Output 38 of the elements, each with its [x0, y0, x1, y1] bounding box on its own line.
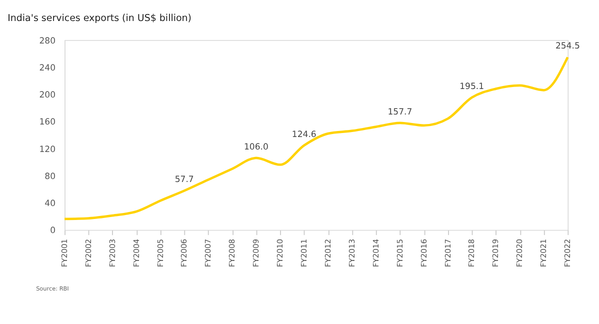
x-tick-label: FY2020: [515, 238, 524, 268]
x-tick-label: FY2017: [443, 238, 452, 268]
x-tick-label: FY2009: [252, 238, 261, 268]
x-tick-label: FY2006: [180, 238, 189, 268]
x-tick-label: FY2011: [300, 238, 309, 268]
x-tick-label: FY2008: [228, 238, 237, 268]
x-tick-label: FY2003: [108, 238, 117, 268]
data-label: 157.7: [388, 107, 412, 118]
x-tick-label: FY2021: [539, 238, 548, 268]
data-label: 106.0: [244, 142, 268, 152]
x-tick-label: FY2013: [347, 238, 356, 268]
y-tick-label: 160: [39, 118, 56, 128]
y-tick-label: 240: [39, 63, 56, 74]
y-tick-label: 80: [44, 172, 56, 182]
y-tick-label: 0: [50, 226, 56, 236]
x-tick-label: FY2005: [156, 238, 165, 268]
x-tick-label: FY2001: [60, 238, 69, 268]
y-tick-label: 120: [39, 144, 56, 155]
x-tick-label: FY2018: [467, 238, 476, 268]
chart-title: India's services exports (in US$ billion): [8, 13, 192, 24]
x-tick-label: FY2007: [204, 238, 213, 268]
x-tick-label: FY2012: [323, 238, 332, 268]
x-tick-label: FY2014: [371, 238, 380, 268]
data-label: 124.6: [292, 130, 316, 140]
y-tick-label: 200: [39, 90, 56, 101]
line-series: [63, 56, 569, 220]
y-tick-label: 40: [44, 199, 56, 210]
x-tick-label: FY2010: [276, 238, 285, 268]
x-tick-label: FY2016: [419, 238, 428, 268]
data-label: 254.5: [555, 42, 580, 52]
data-label: 57.7: [174, 175, 194, 186]
x-tick-label: FY2015: [395, 238, 404, 268]
x-tick-label: FY2002: [84, 238, 93, 268]
y-tick-label: 280: [39, 36, 56, 46]
x-tick-label: FY2019: [491, 238, 500, 268]
x-tick-label: FY2022: [563, 238, 572, 268]
x-tick-label: FY2004: [132, 238, 141, 268]
data-label: 195.1: [460, 82, 484, 92]
